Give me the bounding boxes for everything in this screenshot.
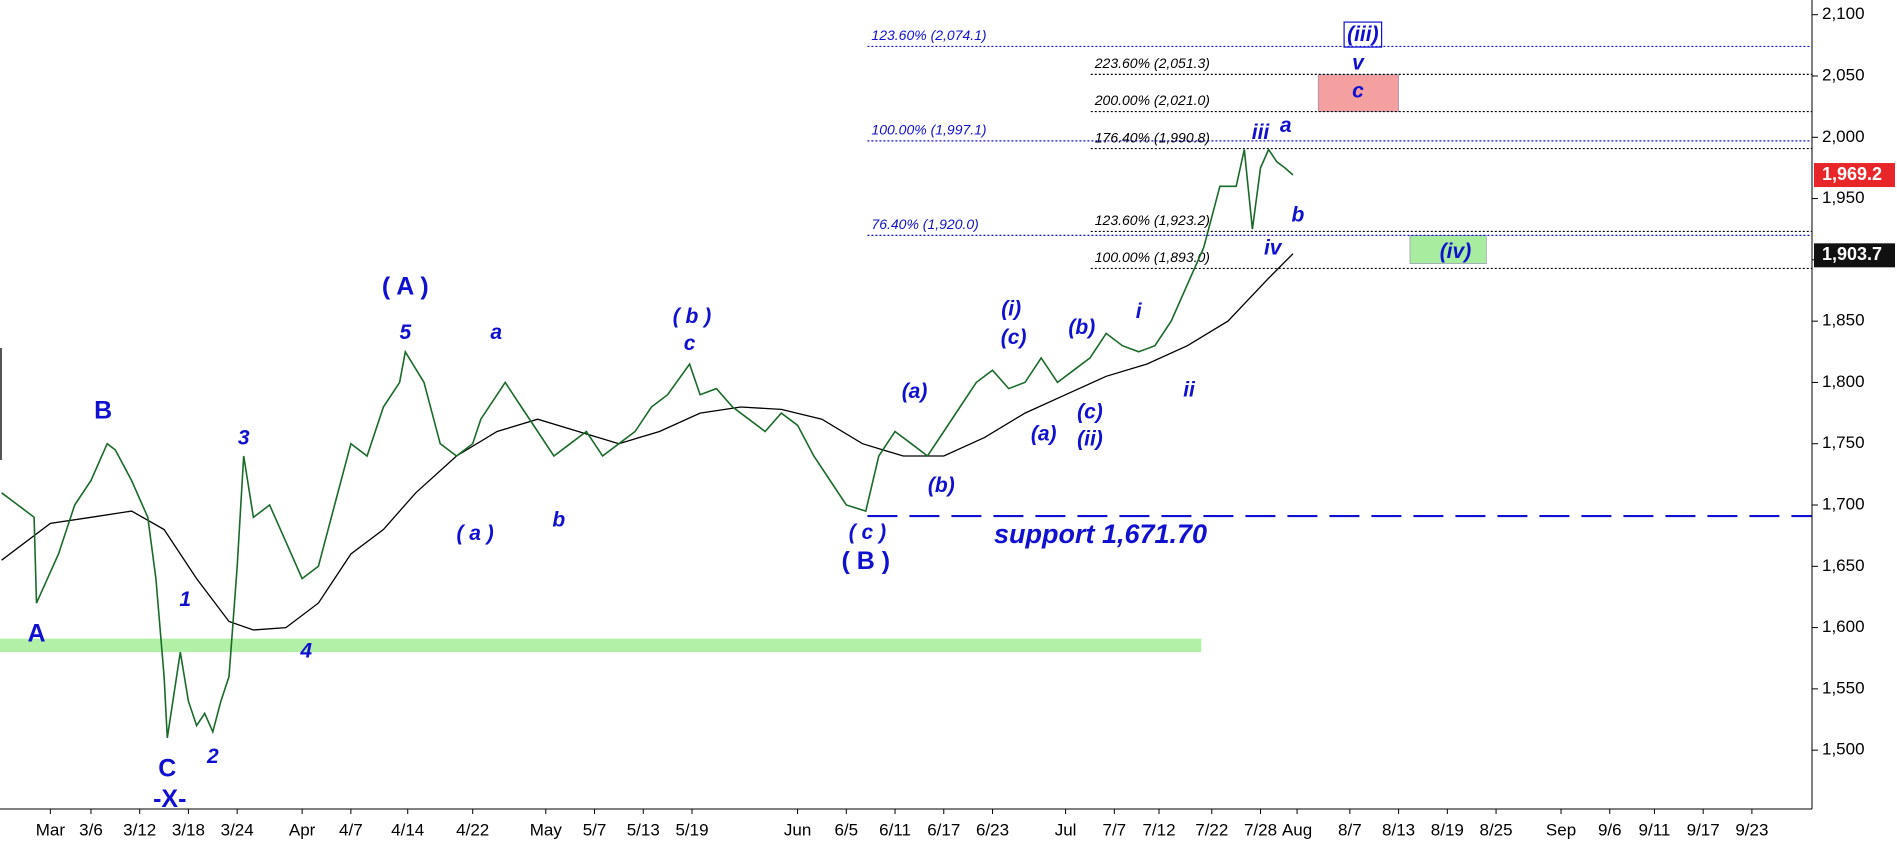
x-tick-label: Sep <box>1546 820 1576 839</box>
wave-label: a <box>1280 114 1292 137</box>
x-tick-label: 3/24 <box>221 820 254 839</box>
x-tick-label: 4/22 <box>456 820 489 839</box>
wave-label: a <box>490 321 502 344</box>
x-tick-label: 9/17 <box>1687 820 1720 839</box>
fib-label: 76.40% (1,920.0) <box>871 216 978 232</box>
x-tick-label: 8/7 <box>1338 820 1362 839</box>
x-tick-label: Apr <box>289 820 316 839</box>
y-tick-label: 2,000 <box>1822 127 1865 146</box>
wave-label: (b) <box>1068 316 1095 339</box>
x-tick-label: 6/11 <box>879 820 911 839</box>
price-tag-label: 1,903.7 <box>1822 244 1882 264</box>
wave-label: b <box>552 508 565 531</box>
x-tick-label: 9/11 <box>1639 820 1671 839</box>
wave-label: (i) <box>1001 298 1021 321</box>
x-tick-label: 6/23 <box>976 820 1009 839</box>
wave-label-major: A <box>28 620 46 648</box>
y-tick-label: 1,850 <box>1822 311 1865 330</box>
y-tick-label: 1,950 <box>1822 188 1865 207</box>
wave-label-major: ( B ) <box>841 547 890 575</box>
wave-label: (a) <box>902 380 928 403</box>
wave-label: 2 <box>206 745 219 768</box>
wave-label: c <box>684 332 696 355</box>
wave-label: (ii) <box>1077 428 1103 451</box>
wave-label: i <box>1136 300 1143 323</box>
wave-label: ( a ) <box>456 522 493 545</box>
left-marker <box>0 348 2 460</box>
y-tick-label: 1,600 <box>1822 617 1865 636</box>
wave-label: 3 <box>238 426 250 449</box>
fib-label: 123.60% (2,074.1) <box>871 27 986 43</box>
wave-label: (iii) <box>1347 23 1379 46</box>
x-tick-label: 8/19 <box>1431 820 1464 839</box>
wave-label: (c) <box>1001 326 1027 349</box>
price-tag-label: 1,969.2 <box>1822 164 1882 184</box>
price-tag <box>1814 243 1895 268</box>
x-tick-label: 9/23 <box>1735 820 1768 839</box>
support-label: support 1,671.70 <box>994 519 1207 549</box>
wave-label: ( b ) <box>673 305 711 328</box>
zone <box>0 638 1202 653</box>
x-tick-label: Mar <box>36 820 66 839</box>
wave-label: 1 <box>179 588 191 611</box>
wave-label: 5 <box>399 321 411 344</box>
price-tag <box>1814 163 1895 188</box>
y-tick-label: 1,700 <box>1822 494 1865 513</box>
x-tick-label: 3/6 <box>79 820 103 839</box>
x-tick-label: 6/5 <box>834 820 858 839</box>
wave-label: ( c ) <box>849 521 886 544</box>
x-tick-label: 8/13 <box>1382 820 1415 839</box>
wave-label-major: -X- <box>153 785 186 813</box>
wave-label: iv <box>1264 236 1283 259</box>
x-tick-label: May <box>530 820 563 839</box>
wave-label: 4 <box>299 640 312 663</box>
y-tick-label: 1,500 <box>1822 740 1865 759</box>
wave-label: (c) <box>1077 401 1103 424</box>
y-tick-label: 1,750 <box>1822 433 1865 452</box>
fib-label: 100.00% (1,893.0) <box>1095 249 1210 265</box>
label-box <box>1343 21 1383 48</box>
x-tick-label: 3/18 <box>172 820 205 839</box>
y-tick-label: 1,550 <box>1822 678 1865 697</box>
fib-label: 223.60% (2,051.3) <box>1094 55 1210 71</box>
x-tick-label: 4/7 <box>339 820 363 839</box>
wave-label: iii <box>1252 121 1271 144</box>
x-tick-label: 9/6 <box>1598 820 1622 839</box>
x-tick-label: 6/17 <box>927 820 960 839</box>
x-tick-label: 5/13 <box>627 820 660 839</box>
wave-label: (a) <box>1031 423 1057 446</box>
x-tick-label: 7/28 <box>1244 820 1277 839</box>
wave-label: b <box>1291 203 1304 226</box>
wave-label-major: ( A ) <box>382 273 429 301</box>
y-tick-label: 1,650 <box>1822 556 1865 575</box>
y-tick-label: 2,100 <box>1822 4 1865 23</box>
x-tick-label: Jun <box>784 820 811 839</box>
zone <box>1317 74 1399 112</box>
x-tick-label: 5/7 <box>583 820 607 839</box>
wave-label-major: C <box>158 754 176 782</box>
fib-label: 176.40% (1,990.8) <box>1095 129 1210 145</box>
price-line <box>1 147 1294 739</box>
fib-label: 200.00% (2,021.0) <box>1094 92 1210 108</box>
x-tick-label: 5/19 <box>675 820 708 839</box>
wave-label: ii <box>1183 379 1196 402</box>
y-tick-label: 1,800 <box>1822 372 1865 391</box>
x-tick-label: Jul <box>1055 820 1077 839</box>
wave-label: (b) <box>928 474 955 497</box>
fib-label: 100.00% (1,997.1) <box>871 122 986 138</box>
fib-label: 123.60% (1,923.2) <box>1095 212 1210 228</box>
x-tick-label: 8/25 <box>1480 820 1513 839</box>
x-tick-label: Aug <box>1282 820 1312 839</box>
x-tick-label: 7/22 <box>1195 820 1228 839</box>
wave-label: c <box>1352 79 1364 102</box>
x-tick-label: 7/12 <box>1142 820 1175 839</box>
wave-label-major: B <box>94 396 112 424</box>
x-tick-label: 4/14 <box>391 820 424 839</box>
wave-label: (iv) <box>1440 240 1472 263</box>
x-tick-label: 3/12 <box>123 820 156 839</box>
x-tick-label: 7/7 <box>1103 820 1127 839</box>
wave-label: v <box>1352 51 1365 74</box>
y-tick-label: 2,050 <box>1822 65 1865 84</box>
